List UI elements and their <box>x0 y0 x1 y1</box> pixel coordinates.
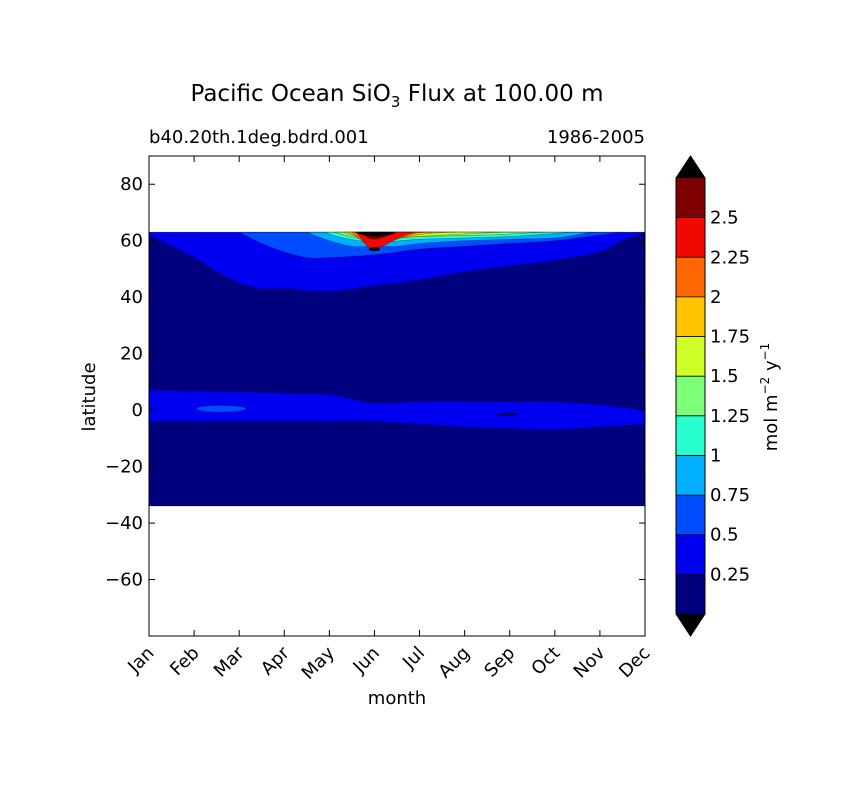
subtitle-case-name: b40.20th.1deg.bdrd.001 <box>149 127 369 148</box>
y-tick-label: −20 <box>105 457 143 478</box>
colorbar-swatch <box>676 296 705 337</box>
title-subscript: 3 <box>391 93 401 111</box>
colorbar-swatch <box>676 495 705 535</box>
title-prefix: Pacific Ocean SiO <box>191 81 391 107</box>
colorbar-extend-under <box>676 614 705 636</box>
colorbar-tick-label: 2 <box>710 287 721 308</box>
equatorial-band <box>149 390 645 431</box>
y-axis-ticks: −60 −40 −20 0 20 40 60 80 <box>105 174 645 591</box>
colorbar-label: mol m−2 y−1 <box>758 343 782 452</box>
colorbar-label-exp1: −2 <box>758 377 772 395</box>
colorbar-swatch <box>676 178 705 218</box>
y-tick-label: 0 <box>132 400 143 421</box>
colorbar-label-main: mol m <box>761 394 782 451</box>
colorbar-label-exp2: −1 <box>758 343 772 361</box>
peak-spot <box>369 247 380 252</box>
colorbar-tick-label: 1.75 <box>710 327 750 348</box>
colorbar-swatch <box>676 534 705 575</box>
x-tick-label: Mar <box>210 642 249 681</box>
x-tick-label: Nov <box>570 642 610 682</box>
y-tick-label: 20 <box>120 344 143 365</box>
colorbar-swatch <box>676 415 705 456</box>
colorbar-swatch <box>676 257 705 297</box>
title-suffix: Flux at 100.00 m <box>400 81 603 107</box>
x-tick-label: Oct <box>527 643 564 680</box>
colorbar-swatch <box>676 574 705 614</box>
x-tick-label: Jan <box>123 643 158 678</box>
colorbar-tick-label: 1.5 <box>710 366 739 387</box>
plot-frame <box>148 155 646 637</box>
y-axis-label: latitude <box>79 362 100 431</box>
subtitle-years: 1986-2005 <box>547 127 645 148</box>
contour-field <box>149 231 645 507</box>
x-tick-label: May <box>298 642 339 683</box>
x-tick-label: Feb <box>166 643 203 680</box>
x-tick-label: Jul <box>398 643 429 674</box>
chart-title: Pacific Ocean SiO3 Flux at 100.00 m <box>191 81 604 111</box>
colorbar-swatch <box>676 217 705 258</box>
x-tick-label: Jun <box>349 643 384 678</box>
colorbar-swatch <box>676 455 705 496</box>
x-tick-label: Aug <box>434 643 474 683</box>
x-tick-label: Dec <box>615 643 654 682</box>
y-tick-label: −40 <box>105 513 143 534</box>
colorbar-tick-label: 0.5 <box>710 525 739 546</box>
colorbar-tick-label: 2.25 <box>710 247 750 268</box>
y-tick-label: 80 <box>120 174 143 195</box>
x-axis-label: month <box>368 688 426 709</box>
x-tick-label: Sep <box>480 643 519 682</box>
colorbar-tick-label: 0.25 <box>710 564 750 585</box>
colorbar-extend-over <box>676 156 705 178</box>
y-tick-label: 60 <box>120 231 143 252</box>
colorbar-tick-label: 0.75 <box>710 485 750 506</box>
colorbar-tick-label: 1 <box>710 445 721 466</box>
y-tick-label: −60 <box>105 570 143 591</box>
colorbar-tick-label: 2.5 <box>710 208 739 229</box>
equatorial-spot-0 <box>196 405 247 413</box>
colorbar: 0.25 0.5 0.75 1 1.25 1.5 1.75 2 2.25 2.5 <box>675 155 750 637</box>
equatorial-spot-1 <box>495 412 520 417</box>
colorbar-label-mid: y <box>761 360 782 377</box>
colorbar-tick-label: 1.25 <box>710 406 750 427</box>
colorbar-swatch <box>676 336 705 377</box>
peak-cap <box>354 232 397 237</box>
colorbar-swatch <box>676 376 705 416</box>
colorbar-outline <box>675 155 706 637</box>
y-tick-label: 40 <box>120 287 143 308</box>
x-tick-label: Apr <box>257 642 294 679</box>
